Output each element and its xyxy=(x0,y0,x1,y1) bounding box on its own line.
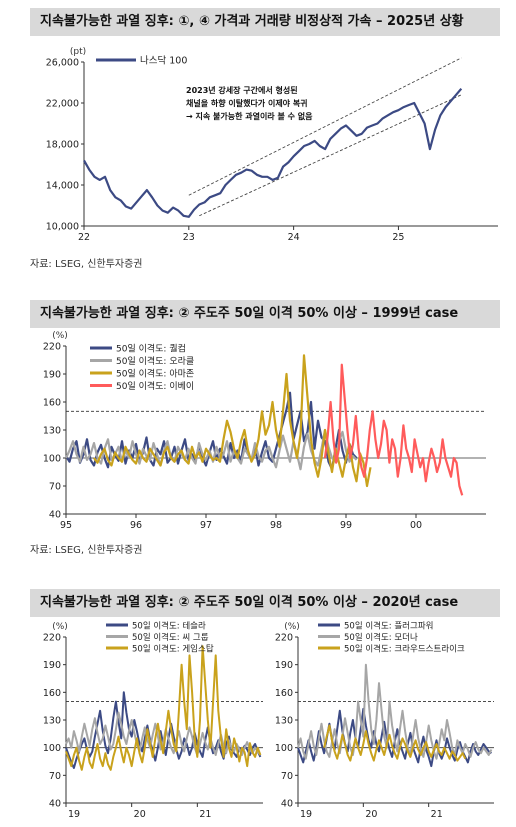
unit-label: (pt) xyxy=(70,47,86,57)
y-tick-label: 26,000 xyxy=(46,58,79,69)
y-tick-label: 160 xyxy=(43,398,61,409)
x-tick-label: 21 xyxy=(431,809,443,820)
y-tick-label: 220 xyxy=(43,633,61,644)
x-tick-label: 20 xyxy=(134,809,146,820)
y-tick-label: 160 xyxy=(43,688,61,699)
x-tick-label: 99 xyxy=(340,520,352,531)
chart2-1999-case: (%) 40 70 100 130 160 190 220 95 96 97 98 99 00 50일 이격… xyxy=(43,331,486,531)
y-tick-label: 70 xyxy=(49,482,61,493)
series-line-3 xyxy=(65,645,262,771)
y-tick-label: 130 xyxy=(43,716,61,727)
chart2-source: 자료: LSEG, 신한투자증권 xyxy=(30,545,143,556)
x-tick-label: 19 xyxy=(300,809,312,820)
legend-label-2: 50일 이격도: 씨 그룹 xyxy=(132,632,209,643)
chart1-nasdaq: (pt) 10,000 14,000 18,000 22,000 26,000 22 23 24… xyxy=(46,47,498,243)
x-tick-label: 98 xyxy=(270,520,282,531)
y-tick-label: 40 xyxy=(49,510,61,521)
y-tick-label: 190 xyxy=(43,660,61,671)
unit-label: (%) xyxy=(284,622,300,632)
y-tick-label: 40 xyxy=(281,799,293,810)
y-tick-label: 40 xyxy=(49,799,61,810)
series-line-1 xyxy=(83,87,463,218)
annotation-line-2: 채널을 하향 이탈했다가 이제야 복귀 xyxy=(186,98,308,108)
channel-line-2 xyxy=(199,94,462,217)
series-line-4 xyxy=(323,363,464,496)
y-tick-label: 100 xyxy=(43,454,61,465)
legend-label-2: 50일 이격도: 모더나 xyxy=(344,632,418,643)
y-tick-label: 70 xyxy=(281,771,293,782)
chart3-2020-case: (%) 40 70 100 130 160 190 220 19 20 21 50일 이격도: 테슬라… xyxy=(43,621,494,820)
legend-label-1: 50일 이격도: 테슬라 xyxy=(132,621,206,632)
legend-label-2: 50일 이격도: 오라클 xyxy=(116,355,194,367)
channel-line-1 xyxy=(188,57,462,196)
legend-label-3: 50일 이격도: 아마존 xyxy=(116,368,194,380)
legend-label-1: 50일 이격도: 퀄컴 xyxy=(116,343,186,355)
y-tick-label: 220 xyxy=(275,633,293,644)
series-line-3 xyxy=(323,724,467,762)
y-tick-label: 160 xyxy=(275,688,293,699)
annotation-line-3: → 지속 불가능한 과열이라 볼 수 없음 xyxy=(186,111,313,121)
legend-label-3: 50일 이격도: 게임스탑 xyxy=(132,644,214,655)
chart1-title: 지속불가능한 과열 징후: ①, ④ 가격과 거래량 비정상적 가속 – 202… xyxy=(30,8,500,36)
x-tick-label: 19 xyxy=(68,809,80,820)
y-tick-label: 100 xyxy=(275,743,293,754)
y-tick-label: 190 xyxy=(275,660,293,671)
x-tick-label: 21 xyxy=(199,809,211,820)
legend-label-1: 50일 이격도: 플러그파워 xyxy=(344,621,433,632)
y-tick-label: 100 xyxy=(43,743,61,754)
y-tick-label: 190 xyxy=(43,370,61,381)
legend-label-3: 50일 이격도: 크라우드스트라이크 xyxy=(344,644,465,655)
unit-label: (%) xyxy=(52,331,68,341)
chart3-title: 지속불가능한 과열 징후: ② 주도주 50일 이격 50% 이상 – 2020… xyxy=(30,589,500,617)
x-tick-label: 23 xyxy=(183,232,195,243)
y-tick-label: 220 xyxy=(43,342,61,353)
x-tick-label: 00 xyxy=(410,520,422,531)
series-line-3 xyxy=(93,354,372,488)
y-tick-label: 130 xyxy=(275,716,293,727)
x-tick-label: 22 xyxy=(78,232,90,243)
y-tick-label: 130 xyxy=(43,426,61,437)
y-tick-label: 70 xyxy=(49,771,61,782)
x-tick-label: 24 xyxy=(288,232,300,243)
x-tick-label: 96 xyxy=(130,520,142,531)
x-tick-label: 25 xyxy=(392,232,404,243)
annotation-line-1: 2023년 강세장 구간에서 형성된 xyxy=(186,85,298,95)
series-line-2 xyxy=(297,663,493,760)
y-tick-label: 18,000 xyxy=(46,140,79,151)
x-tick-label: 97 xyxy=(200,520,212,531)
x-tick-label: 95 xyxy=(60,520,72,531)
legend-label-1: 나스닥 100 xyxy=(140,56,187,67)
y-tick-label: 10,000 xyxy=(46,222,79,233)
legend-label-4: 50일 이격도: 이베이 xyxy=(116,380,194,392)
chart2-title: 지속불가능한 과열 징후: ② 주도주 50일 이격 50% 이상 – 1999… xyxy=(30,300,500,328)
chart1-source: 자료: LSEG, 신한투자증권 xyxy=(30,259,143,270)
y-tick-label: 14,000 xyxy=(46,181,79,192)
y-tick-label: 22,000 xyxy=(46,99,79,110)
unit-label: (%) xyxy=(52,622,68,632)
x-tick-label: 20 xyxy=(365,809,377,820)
